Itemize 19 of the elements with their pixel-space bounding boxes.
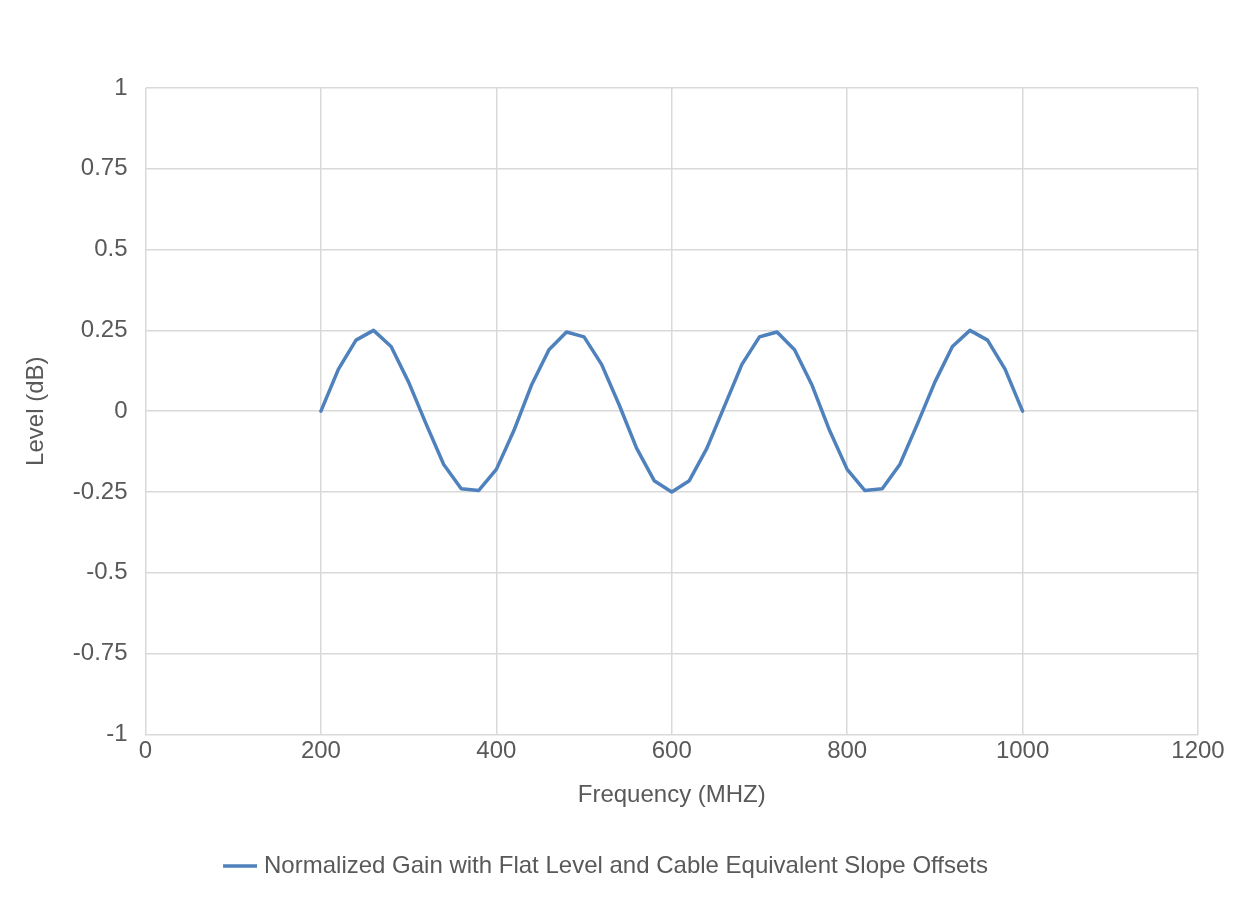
x-tick-label: 400 [476, 736, 517, 764]
y-axis-title: Level (dB) [21, 356, 49, 466]
y-tick-label: -0.5 [86, 557, 128, 585]
y-tick-label: -1 [106, 719, 128, 747]
x-tick-label: 1200 [1171, 736, 1225, 764]
x-tick-label: 1000 [995, 736, 1050, 764]
y-tick-label: 0 [114, 395, 128, 423]
y-tick-label: 0.25 [80, 315, 128, 343]
x-tick-label: 0 [138, 736, 153, 764]
y-tick-label: 0.75 [80, 153, 128, 181]
x-tick-label: 800 [827, 736, 868, 764]
y-tick-label: -0.25 [72, 476, 128, 504]
y-tick-label: 1 [114, 72, 128, 100]
x-tick-label: 600 [651, 736, 692, 764]
y-tick-label: -0.75 [72, 638, 128, 666]
x-tick-label: 200 [300, 736, 341, 764]
y-tick-label: 0.5 [94, 234, 128, 262]
x-axis-title: Frequency (MHZ) [577, 780, 766, 808]
legend-label: Normalized Gain with Flat Level and Cable Equivalent Slope Offsets [264, 850, 988, 878]
